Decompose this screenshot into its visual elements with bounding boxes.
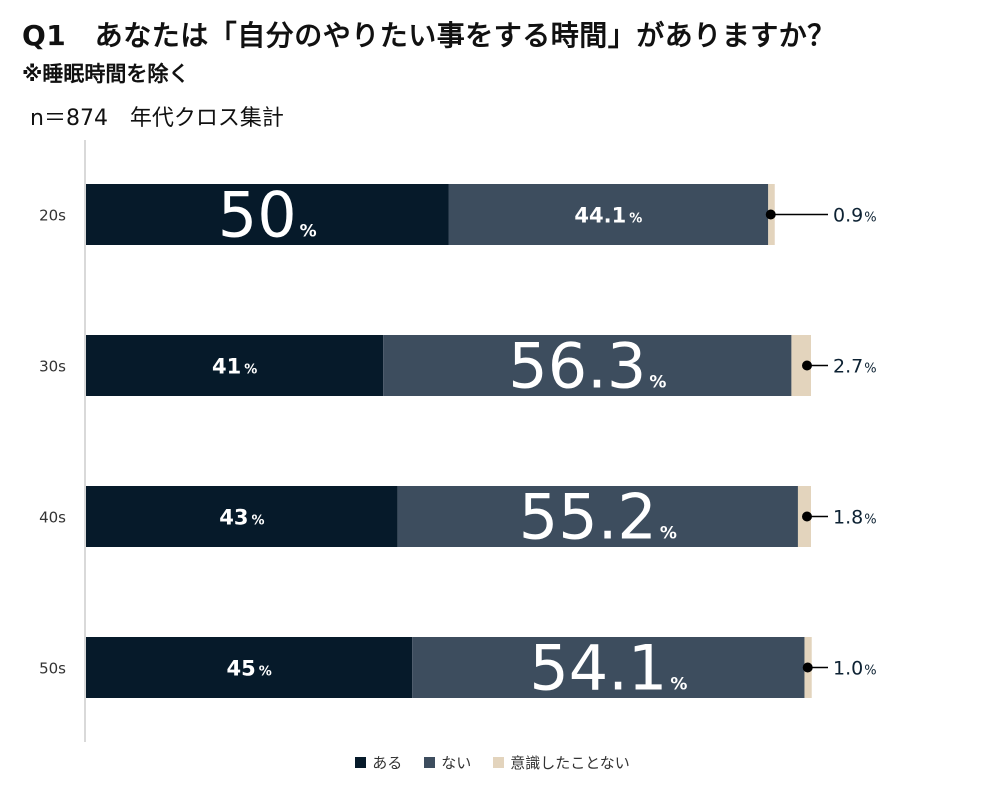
legend-item-aru: ある [355, 752, 402, 773]
bar-40s-series-1 [397, 486, 798, 547]
chart-subtitle: ※睡眠時間を除く [22, 62, 190, 86]
legend-item-nai: ない [424, 752, 471, 773]
bar-20s-series-1 [448, 184, 769, 245]
legend-item-ishiki: 意識したことない [493, 752, 630, 773]
bar-50s-series-1 [412, 637, 805, 698]
data-label-40s-series-2: 1.8% [833, 507, 877, 529]
bar-30s-series-2 [791, 335, 811, 396]
category-label-20s: 20s [39, 207, 66, 225]
chart-legend: ある ない 意識したことない [0, 752, 985, 773]
data-label-40s-series-0: 43% [219, 506, 264, 530]
legend-label-ishiki: 意識したことない [510, 754, 630, 772]
data-label-20s-series-0: 50% [218, 179, 317, 252]
chart-title: Q1 あなたは「自分のやりたい事をする時間」がありますか？ [22, 19, 836, 52]
data-label-30s-series-0: 41% [212, 355, 257, 379]
bar-40s-series-0 [86, 486, 398, 547]
data-label-40s-series-1: 55.2% [519, 481, 677, 554]
callout-dot-20s [765, 209, 776, 220]
stacked-bar-chart: 20s 50 % 44.1% 0.9% 30s 41% 56.3 % 2.7% 40s 43% 55.2… [39, 140, 877, 742]
callout-dot-40s [802, 511, 812, 522]
legend-swatch-nai [424, 757, 436, 768]
bar-30s-series-0 [86, 335, 384, 396]
data-label-50s-series-1: 54.1% [529, 632, 687, 705]
data-label-20s-series-1: 44.1% [574, 204, 642, 228]
callout-dot-30s [802, 360, 812, 371]
bar-50s-series-0 [86, 637, 413, 698]
bar-30s-series-1 [383, 335, 792, 396]
callout-dot-50s [802, 662, 813, 673]
data-label-50s-series-2: 1.0% [833, 658, 877, 680]
category-label-50s: 50s [39, 660, 66, 678]
data-label-30s-series-2: 2.7% [833, 356, 877, 378]
legend-label-nai: ない [441, 754, 472, 772]
category-label-40s: 40s [39, 509, 66, 527]
data-label-50s-series-0: 45% [226, 657, 271, 681]
category-label-30s: 30s [39, 358, 66, 376]
data-label-30s-series-1: 56.3% [508, 330, 666, 403]
bar-20s-series-0 [86, 184, 449, 245]
sample-note: n＝874 年代クロス集計 [30, 106, 284, 131]
legend-swatch-aru [355, 757, 367, 768]
legend-swatch-ishiki [493, 757, 505, 768]
legend-label-aru: ある [372, 754, 403, 772]
data-label-20s-series-2: 0.9% [833, 205, 877, 227]
